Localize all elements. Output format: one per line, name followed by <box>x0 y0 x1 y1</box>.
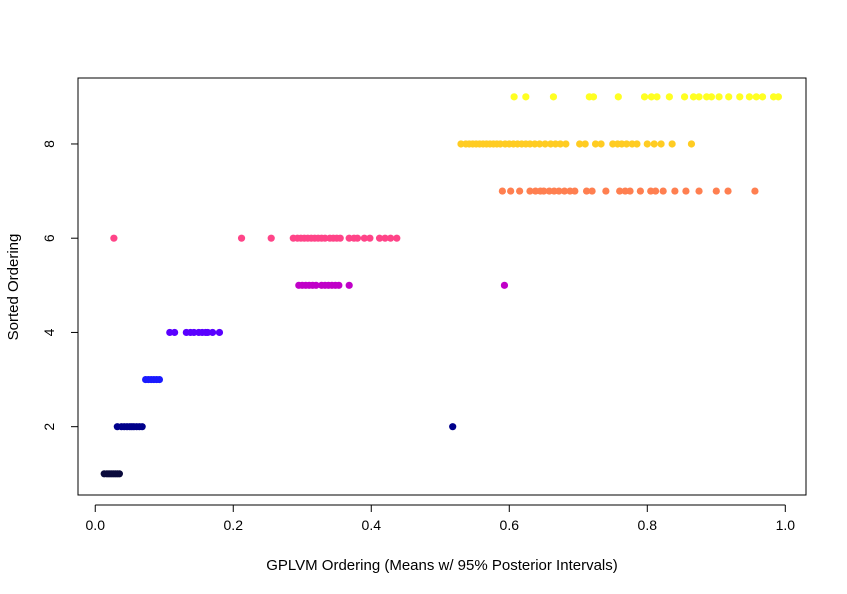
data-point <box>138 423 146 431</box>
data-point <box>591 140 600 148</box>
data-point <box>671 187 679 195</box>
data-point <box>576 140 584 148</box>
data-point <box>526 187 534 195</box>
x-tick-label: 0.6 <box>500 517 520 533</box>
data-point <box>115 470 124 478</box>
data-point <box>736 93 744 101</box>
data-point <box>758 93 767 101</box>
data-points <box>100 93 782 478</box>
data-point <box>597 140 605 148</box>
data-point <box>555 187 563 195</box>
data-point <box>516 187 524 195</box>
x-tick-label: 1.0 <box>776 517 796 533</box>
data-point <box>651 187 660 195</box>
data-point <box>653 93 661 101</box>
data-point <box>715 93 723 101</box>
data-point <box>215 328 224 337</box>
data-point <box>498 187 506 195</box>
data-point <box>345 281 353 289</box>
data-point <box>695 187 703 195</box>
data-point <box>335 281 343 289</box>
data-point <box>536 140 544 148</box>
data-point <box>707 93 716 101</box>
data-point <box>687 140 696 148</box>
data-point <box>659 187 667 195</box>
data-point <box>393 234 401 242</box>
data-point <box>626 187 634 195</box>
data-point <box>633 140 641 148</box>
data-point <box>589 93 598 101</box>
data-point <box>560 187 569 195</box>
data-point <box>602 187 610 195</box>
data-point <box>208 328 217 337</box>
data-point <box>312 281 320 289</box>
data-point <box>110 234 118 242</box>
data-point <box>682 187 690 195</box>
data-point <box>774 93 782 101</box>
data-point <box>571 187 579 195</box>
data-point <box>622 140 631 148</box>
data-point <box>353 234 362 242</box>
y-axis-title: Sorted Ordering <box>5 234 22 341</box>
data-point <box>725 93 733 101</box>
data-point <box>540 187 548 195</box>
data-point <box>581 140 589 148</box>
data-point <box>375 234 384 242</box>
data-point <box>614 93 622 101</box>
x-tick-label: 0.0 <box>86 517 106 533</box>
data-point <box>171 328 179 337</box>
data-point <box>366 234 374 242</box>
data-point <box>650 140 658 148</box>
data-point <box>582 187 591 195</box>
data-point <box>643 140 651 148</box>
data-point <box>636 187 644 195</box>
data-point <box>381 234 389 242</box>
x-tick-label: 0.4 <box>362 517 382 533</box>
data-point <box>745 93 754 101</box>
data-point <box>616 187 624 195</box>
data-point <box>751 187 759 195</box>
data-point <box>640 93 649 101</box>
data-point <box>549 93 558 101</box>
data-point <box>689 93 698 101</box>
data-point <box>657 140 665 148</box>
data-point <box>360 234 368 242</box>
data-point <box>522 93 530 101</box>
data-point <box>386 234 395 242</box>
data-point <box>668 140 676 148</box>
data-point <box>237 234 246 242</box>
data-point <box>712 187 720 195</box>
data-point <box>752 93 760 101</box>
data-point <box>562 140 570 148</box>
data-point <box>680 93 689 101</box>
data-point <box>155 375 164 384</box>
data-point <box>510 93 518 101</box>
data-point <box>695 93 703 101</box>
y-tick-label: 8 <box>41 140 57 148</box>
x-axis: 0.0 0.2 0.4 0.6 0.8 1.0 <box>86 504 796 533</box>
data-point <box>507 187 515 195</box>
y-tick-label: 6 <box>41 234 57 242</box>
data-point <box>449 423 457 431</box>
data-point <box>647 93 656 101</box>
data-point <box>665 93 673 101</box>
data-point <box>336 234 344 242</box>
plot-box <box>77 77 807 496</box>
data-point <box>724 187 732 195</box>
data-point <box>267 234 275 242</box>
x-axis-title: GPLVM Ordering (Means w/ 95% Posterior I… <box>266 557 618 574</box>
y-tick-label: 2 <box>41 423 57 431</box>
x-tick-label: 0.2 <box>224 517 244 533</box>
data-point <box>541 140 549 148</box>
data-point <box>556 140 564 148</box>
y-tick-label: 4 <box>41 328 57 336</box>
x-tick-label: 0.8 <box>638 517 658 533</box>
data-point <box>588 187 596 195</box>
y-axis: 2 4 6 8 <box>41 140 79 431</box>
data-point <box>500 281 509 289</box>
